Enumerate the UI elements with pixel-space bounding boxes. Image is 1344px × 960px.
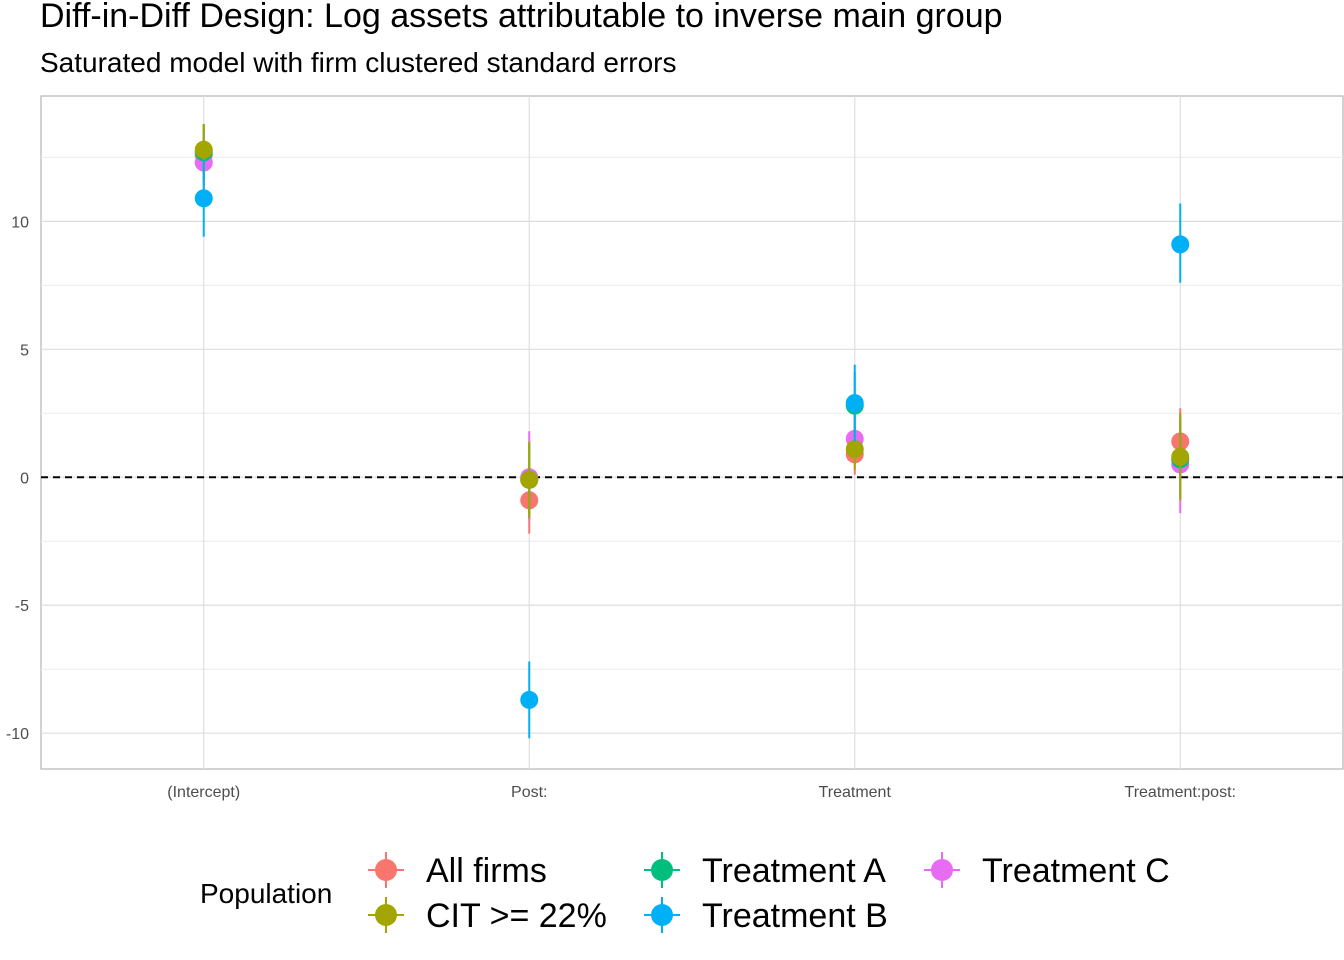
legend: Population All firms Treatment A Treatment … [200, 852, 1170, 935]
legend-key-point-all-firms [375, 859, 397, 881]
chart-subtitle: Saturated model with firm clustered stan… [40, 47, 677, 78]
x-tick-label: (Intercept) [167, 784, 240, 801]
axis-labels: -10 -5 0 5 10 (Intercept) Post: Treatment Treatm… [6, 214, 1236, 801]
point-cit-22 [194, 140, 213, 159]
point-treatment-b [520, 690, 539, 709]
point-cit-22 [1171, 447, 1190, 466]
legend-title: Population [200, 878, 332, 909]
x-tick-label: Post: [511, 784, 547, 801]
legend-label-treatment-a: Treatment A [702, 852, 886, 890]
y-tick-label: 5 [20, 342, 29, 359]
panel-border [40, 95, 1344, 770]
legend-label-all-firms: All firms [426, 852, 547, 890]
legend-label-cit-22: CIT >= 22% [426, 897, 607, 935]
y-tick-label: -10 [6, 726, 29, 743]
point-treatment-b [845, 394, 864, 413]
point-cit-22 [845, 440, 864, 459]
x-tick-label: Treatment [819, 784, 892, 801]
point-treatment-b [1171, 235, 1190, 254]
legend-key-point-treatment-b [651, 904, 673, 926]
legend-label-treatment-c: Treatment C [982, 852, 1170, 890]
y-tick-label: 0 [20, 470, 29, 487]
grid-lines [40, 95, 1344, 770]
legend-key-point-treatment-a [651, 859, 673, 881]
legend-label-treatment-b: Treatment B [702, 897, 888, 935]
legend-key-point-cit-22 [375, 904, 397, 926]
data-marks [194, 124, 1190, 739]
x-tick-label: Treatment:post: [1125, 784, 1236, 801]
point-cit-22 [520, 470, 539, 489]
legend-key-point-treatment-c [931, 859, 953, 881]
y-tick-label: -5 [15, 598, 29, 615]
point-treatment-b [194, 189, 213, 208]
y-tick-label: 10 [11, 214, 29, 231]
chart-title: Diff-in-Diff Design: Log assets attribut… [40, 0, 1003, 35]
